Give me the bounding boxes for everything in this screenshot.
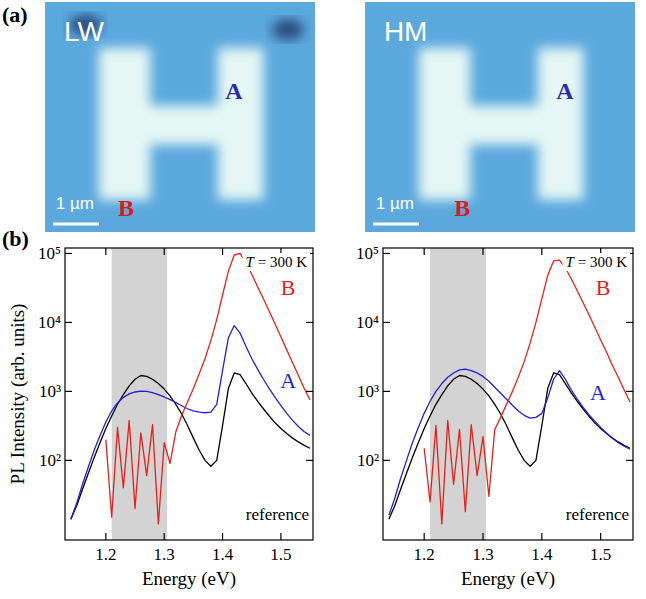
spectrum-line [389,369,630,515]
shaded-region [430,248,486,540]
pl-map: HM A B 1 µm [365,2,635,232]
y-tick [383,460,390,461]
series-label: A [280,368,296,393]
map-shape [70,15,305,200]
x-tick [164,533,165,540]
h-structure [419,48,584,200]
scale-bar [373,222,419,225]
y-tick [65,253,72,254]
spectrum-line [389,373,630,519]
panel-label: (b) [2,226,29,251]
x-tick [280,533,281,540]
annotation: T = 300 K [246,254,308,270]
y-tick [383,253,390,254]
y-tick [65,391,72,392]
point-label: A [556,78,574,104]
series-label: reference [566,505,629,524]
x-tick [424,533,425,540]
y-tick [65,460,72,461]
scale-bar-label: 1 µm [56,194,94,213]
x-tick-label: 1.5 [270,545,291,564]
annotation-rest: = 300 K [574,254,627,270]
y-tick-label: 10³ [39,382,61,401]
x-tick [222,533,223,540]
x-tick-label: 1.4 [212,545,234,564]
x-tick [482,533,483,540]
series-label: reference [246,505,309,524]
spectrum-line [71,326,310,520]
figure: (a) (b) LW A B 1 µm HM A B 1 µm 1.2 1.3 1.4 1.5 10² 10³… [0,0,646,599]
x-tick [424,248,425,255]
plot-background [383,248,633,540]
x-tick-label: 1.2 [95,545,116,564]
h-structure [99,48,264,200]
x-tick [105,533,106,540]
y-tick-label: 10⁵ [38,244,61,263]
plot-frame [65,248,313,540]
y-tick [65,322,72,323]
plot-area [71,248,310,540]
shaded-region [112,248,167,540]
x-tick [482,248,483,255]
y-tick [306,460,313,461]
h-part [140,106,229,145]
x-tick [105,248,106,255]
annotation-patch [243,253,311,271]
x-tick-label: 1.3 [154,545,175,564]
x-tick-label: 1.2 [414,545,435,564]
y-tick [383,391,390,392]
y-tick-label: 10² [39,451,61,470]
map-title: HM [384,16,428,47]
x-axis-title: Energy (eV) [461,568,555,590]
y-tick-label: 10³ [357,382,379,401]
x-tick-label: 1.3 [472,545,493,564]
x-tick [164,248,165,255]
spectrum-line [424,260,630,524]
x-tick [222,248,223,255]
x-tick-label: 1.5 [590,545,611,564]
y-tick-label: 10² [357,451,379,470]
annotation: T = 300 K [566,254,628,270]
y-tick [626,460,633,461]
panel-label: (a) [2,2,28,27]
y-tick [626,322,633,323]
map-background [45,2,315,232]
x-tick [541,248,542,255]
y-tick [626,391,633,392]
y-tick-label: 10⁵ [356,244,379,263]
scale-bar [53,222,99,225]
series-label: A [590,380,606,405]
y-tick [306,391,313,392]
y-tick [383,322,390,323]
dark-spot [272,20,304,40]
y-tick-label: 10⁴ [356,313,379,332]
plot-background [65,248,313,540]
series-label: B [281,275,296,300]
annotation-rest: = 300 K [254,254,307,270]
page: {"panel_labels": ["(a)", "(b)"], "maps":… [0,0,646,599]
x-axis-title: Energy (eV) [142,568,236,590]
spectrum-line [106,253,310,523]
plot-frame [383,248,633,540]
y-tick-label: 10⁴ [38,313,61,332]
point-label: B [118,195,134,221]
scale-bar-label: 1 µm [376,194,414,213]
point-label: A [225,78,243,104]
plot-area [389,248,630,540]
x-tick [541,533,542,540]
x-tick-label: 1.4 [531,545,553,564]
chart: 1.2 1.3 1.4 1.5 10² 10³ 10⁴ 10⁵ Energy (eV) refer… [356,244,633,590]
pl-map: LW A B 1 µm [45,2,315,232]
annotation-patch [563,253,631,271]
h-part [460,106,549,145]
y-axis-title: PL Intensity (arb. units) [7,304,29,485]
map-background [365,2,635,232]
y-tick [306,322,313,323]
chart: 1.2 1.3 1.4 1.5 10² 10³ 10⁴ 10⁵ Energy (eV) PL In… [7,244,314,590]
map-title: LW [64,16,104,47]
map-shape [419,48,584,200]
series-label: B [596,275,611,300]
x-tick [600,533,601,540]
point-label: B [454,195,470,221]
